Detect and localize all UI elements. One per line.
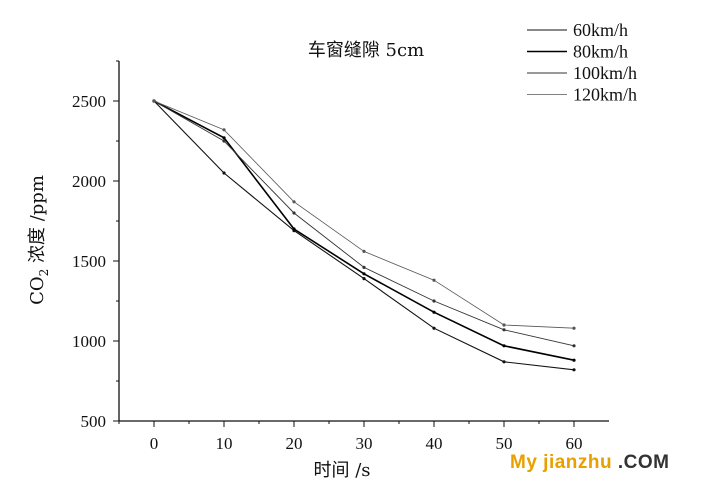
x-tick-label-10: 10 <box>216 434 233 453</box>
data-point-100km/h-60 <box>572 344 576 348</box>
data-point-100km/h-50 <box>502 328 506 332</box>
data-point-80km/h-40 <box>432 310 436 314</box>
svg-text:CO2 浓度 /ppm: CO2 浓度 /ppm <box>27 175 51 305</box>
data-point-120km/h-20 <box>292 200 296 204</box>
x-tick-label-60: 60 <box>566 434 583 453</box>
data-point-100km/h-10 <box>222 139 226 143</box>
data-point-120km/h-10 <box>222 128 226 132</box>
x-tick-label-0: 0 <box>150 434 159 453</box>
data-point-60km/h-30 <box>362 277 366 281</box>
y-axis-title: CO2 浓度 /ppm <box>27 175 51 305</box>
legend-label-80km/h: 80km/h <box>573 42 628 62</box>
data-point-100km/h-20 <box>292 211 296 215</box>
data-point-80km/h-50 <box>502 344 506 348</box>
data-point-60km/h-50 <box>502 360 506 364</box>
data-point-100km/h-30 <box>362 265 366 269</box>
data-point-60km/h-40 <box>432 326 436 330</box>
y-tick-label-1000: 1000 <box>72 332 106 351</box>
x-tick-label-30: 30 <box>356 434 373 453</box>
data-point-120km/h-40 <box>432 278 436 282</box>
x-axis-title: 时间 /s <box>313 460 370 481</box>
y-tick-label-1500: 1500 <box>72 252 106 271</box>
data-point-80km/h-10 <box>222 136 226 140</box>
data-point-80km/h-20 <box>292 227 296 231</box>
series-line-80km/h <box>153 100 575 361</box>
y-tick-label-500: 500 <box>81 412 107 431</box>
x-tick-label-40: 40 <box>426 434 443 453</box>
data-point-60km/h-10 <box>222 171 226 175</box>
series-line-100km/h <box>153 100 575 347</box>
x-tick-label-50: 50 <box>496 434 513 453</box>
data-point-100km/h-40 <box>432 299 436 303</box>
data-point-120km/h-30 <box>362 249 366 253</box>
series-line-60km/h <box>153 100 575 371</box>
legend-label-60km/h: 60km/h <box>573 20 628 40</box>
y-tick-label-2500: 2500 <box>72 92 106 111</box>
series-layer <box>152 99 576 372</box>
axes: 0 10 20 30 40 50 60 500 1000 1500 2000 2500 <box>72 60 609 453</box>
y-tick-label-2000: 2000 <box>72 172 106 191</box>
series-line-120km/h <box>153 100 575 329</box>
data-point-120km/h-50 <box>502 323 506 327</box>
data-point-80km/h-30 <box>362 272 366 276</box>
legend-label-120km/h: 120km/h <box>573 85 637 105</box>
data-point-120km/h-60 <box>572 326 576 330</box>
legend-label-100km/h: 100km/h <box>573 63 637 83</box>
data-point-80km/h-60 <box>572 358 576 362</box>
data-point-120km/h-0 <box>152 99 156 103</box>
x-tick-label-20: 20 <box>286 434 303 453</box>
data-point-60km/h-60 <box>572 368 576 372</box>
watermark: My jianzhu .COM <box>510 452 670 473</box>
chart-title: 车窗缝隙 5cm <box>308 40 424 61</box>
